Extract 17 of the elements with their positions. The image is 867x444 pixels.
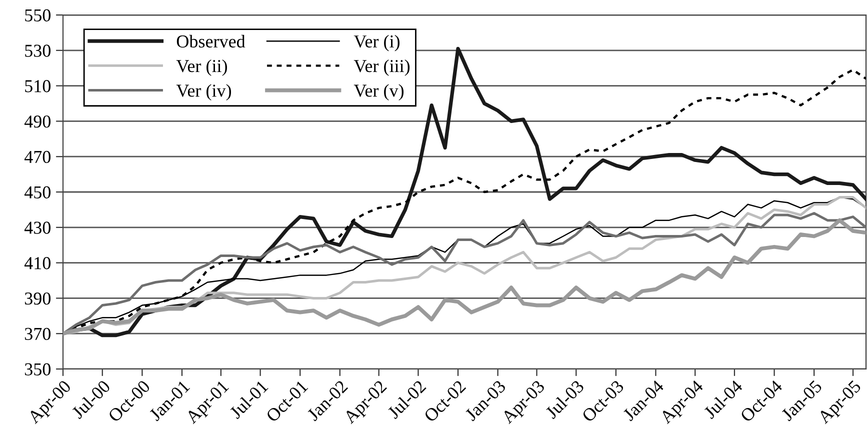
legend-label: Ver (i): [354, 34, 400, 52]
y-tick-label: 450: [24, 186, 51, 198]
y-tick-label: 530: [25, 44, 51, 57]
y-tick-label: 550: [25, 9, 51, 22]
y-tick-label: 370: [24, 328, 51, 340]
y-tick-label: 510: [25, 80, 51, 92]
legend-label: Ver (ii): [176, 59, 227, 76]
legend-label: Ver (iii): [354, 59, 410, 76]
y-tick-label: 390: [24, 292, 51, 305]
y-tick-label: 350: [24, 363, 51, 376]
legend-label: Ver (iv): [176, 84, 232, 100]
y-tick-label: 490: [24, 115, 51, 128]
legend-label: Observed: [176, 34, 246, 48]
y-tick-label: 470: [24, 150, 51, 164]
legend-label: Ver (v): [354, 84, 404, 100]
y-tick-label: 410: [24, 257, 51, 270]
y-tick-label: 430: [24, 222, 51, 234]
